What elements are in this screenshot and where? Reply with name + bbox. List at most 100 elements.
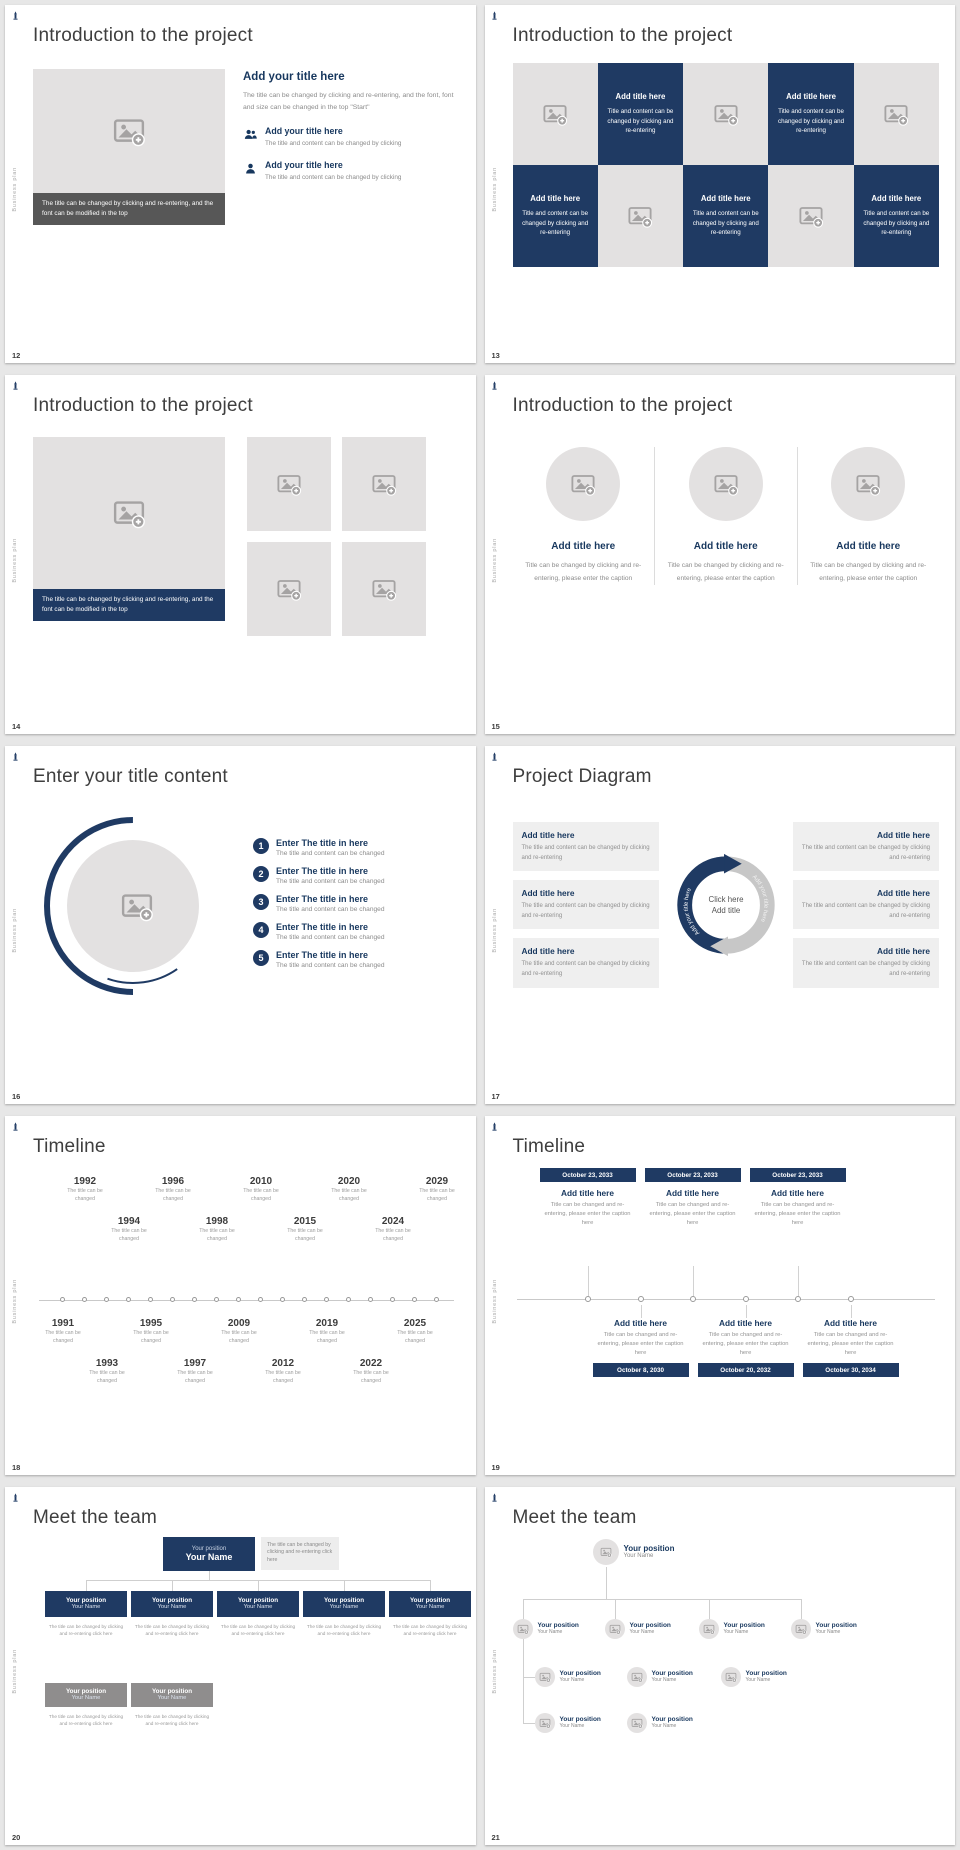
- org-root-node: Your position Your Name: [592, 1538, 674, 1565]
- event-year: 1991: [51, 1318, 75, 1330]
- brand-logo-icon: [11, 1121, 20, 1132]
- step-number-badge: 1: [253, 838, 269, 855]
- event-year: 1994: [117, 1216, 141, 1228]
- slide-19-thumbnail[interactable]: Business plan Timeline October 23, 2033: [484, 1116, 955, 1475]
- image-placeholder-icon: [120, 889, 154, 923]
- timeline-card: Add title here Title can be changed and …: [697, 1318, 794, 1378]
- org-node: Your position Your Name: [790, 1618, 857, 1639]
- root-position: Your position: [191, 1545, 227, 1552]
- slide-18-thumbnail[interactable]: Business plan Timeline 1991 The title can…: [5, 1116, 476, 1475]
- slide-number: 17: [491, 1092, 500, 1102]
- event-caption: The title can be changed: [331, 1188, 367, 1202]
- block-heading: Add title here: [521, 830, 575, 841]
- step-text: The title and content can be changed: [276, 906, 385, 914]
- slide-20-thumbnail[interactable]: Business plan Meet the team Your positio…: [5, 1486, 476, 1845]
- sidebar-brand-label: Business plan: [12, 1648, 18, 1694]
- timeline-event: 2029 The title can be changed: [415, 1172, 459, 1424]
- node-position: Your position: [65, 1597, 107, 1605]
- slide-17-thumbnail[interactable]: Business plan Project Diagram Add title …: [484, 745, 955, 1105]
- avatar-placeholder: [698, 1618, 719, 1639]
- sidebar-brand-label: Business plan: [491, 167, 498, 213]
- org-node: Your position Your Name: [45, 1682, 127, 1707]
- brand-logo-icon: [490, 751, 499, 762]
- title-tile: Add title here Title and content can be c…: [853, 165, 939, 267]
- tile-text: Title and content can be changed by clic…: [778, 107, 845, 135]
- sidebar-brand-label: Business plan: [491, 1648, 498, 1694]
- timeline-dot: [191, 1297, 197, 1303]
- slide-title: Enter your title content: [33, 765, 228, 787]
- timeline-dot: [279, 1297, 285, 1303]
- image-placeholder-icon: [883, 101, 909, 127]
- tile-text: Title and content can be changed by clic…: [522, 209, 589, 237]
- slide-15-thumbnail[interactable]: Business plan Introduction to the projec…: [484, 375, 955, 734]
- event-caption: The title can be changed: [419, 1188, 455, 1202]
- image-placeholder: [546, 447, 621, 522]
- image-placeholder-icon: [631, 1671, 643, 1683]
- image-placeholder-icon: [627, 203, 653, 229]
- diagram-block: Add title here The title and content can …: [512, 938, 659, 988]
- timeline-dot: [235, 1297, 241, 1303]
- event-year: 2029: [425, 1176, 449, 1188]
- connector-line: [344, 1579, 345, 1591]
- timeline-card: October 23, 2033 Add title here Title ca…: [749, 1168, 846, 1228]
- step-number-badge: 3: [253, 894, 269, 911]
- diagram-block: Add title here The title and content can …: [512, 880, 659, 930]
- timeline-axis: [516, 1299, 935, 1301]
- timeline: October 23, 2033 Add title here Title ca…: [513, 1168, 940, 1428]
- event-caption: The title can be changed: [375, 1228, 411, 1242]
- org-node: Your position Your Name: [303, 1590, 385, 1617]
- org-node: Your position Your Name: [131, 1590, 213, 1617]
- card-heading: Add title here: [613, 1318, 667, 1329]
- connector-line: [522, 1598, 524, 1619]
- slide-sidebar: Business plan: [5, 375, 25, 733]
- slide-number: 20: [12, 1832, 21, 1842]
- org-node: Your position Your Name: [604, 1618, 671, 1639]
- image-placeholder: [853, 63, 939, 165]
- timeline-event: 2020 The title can be changed: [327, 1172, 371, 1424]
- slide-title: Timeline: [512, 1136, 586, 1158]
- node-name: Your Name: [651, 1677, 677, 1684]
- brand-logo-icon: [490, 1492, 499, 1503]
- arrow-head-icon: [710, 936, 728, 956]
- timeline-card: Add title here Title can be changed and …: [592, 1318, 689, 1378]
- org-node: Your position Your Name: [720, 1666, 787, 1687]
- timeline-dot: [301, 1297, 307, 1303]
- title-tile: Add title here Title and content can be c…: [512, 165, 598, 267]
- node-name: Your Name: [157, 1695, 187, 1702]
- timeline-dot: [323, 1297, 329, 1303]
- org-node: Your position Your Name: [217, 1590, 299, 1617]
- slide-21-thumbnail[interactable]: Business plan Meet the team Your positio…: [484, 1486, 955, 1845]
- event-year: 2015: [293, 1216, 317, 1228]
- slide-sidebar: Business plan: [5, 1116, 25, 1474]
- slide-number: 14: [12, 721, 21, 731]
- image-placeholder: [247, 437, 331, 532]
- event-year: 2009: [227, 1318, 251, 1330]
- timeline-event: 2015 The title can be changed: [283, 1172, 327, 1424]
- timeline-dot: [433, 1297, 439, 1303]
- feature-item: Add your title here The title and conten…: [243, 160, 460, 183]
- step-text: The title and content can be changed: [276, 850, 385, 858]
- timeline-dot: [689, 1296, 696, 1303]
- tile-heading: Add title here: [530, 193, 581, 203]
- org-node: Your position Your Name: [534, 1712, 601, 1733]
- org-node: Your position Your Name: [626, 1712, 693, 1733]
- avatar-placeholder: [592, 1538, 619, 1565]
- slide-13-thumbnail[interactable]: Business plan Introduction to the projec…: [484, 5, 955, 364]
- slide-12-thumbnail[interactable]: Business plan Introduction to the projec…: [5, 5, 476, 364]
- tile-heading: Add title here: [615, 91, 666, 101]
- slide-16-thumbnail[interactable]: Business plan Enter your title content 1…: [5, 745, 476, 1105]
- timeline-dot: [411, 1297, 417, 1303]
- timeline-dot: [389, 1297, 395, 1303]
- timeline-event: 2024 The title can be changed: [371, 1172, 415, 1424]
- image-placeholder: [33, 437, 225, 590]
- image-placeholder-icon: [542, 101, 568, 127]
- node-caption: The title can be changed by clicking and…: [134, 1713, 210, 1726]
- node-caption: The title can be changed by clicking and…: [48, 1623, 124, 1636]
- step-text: The title and content can be changed: [276, 962, 385, 970]
- node-name: Your Name: [537, 1629, 563, 1636]
- column-heading: Add title here: [551, 541, 616, 553]
- node-name: Your Name: [71, 1695, 101, 1702]
- brand-logo-icon: [11, 380, 20, 391]
- slide-14-thumbnail[interactable]: Business plan Introduction to the projec…: [5, 375, 476, 734]
- image-placeholder-icon: [713, 471, 739, 497]
